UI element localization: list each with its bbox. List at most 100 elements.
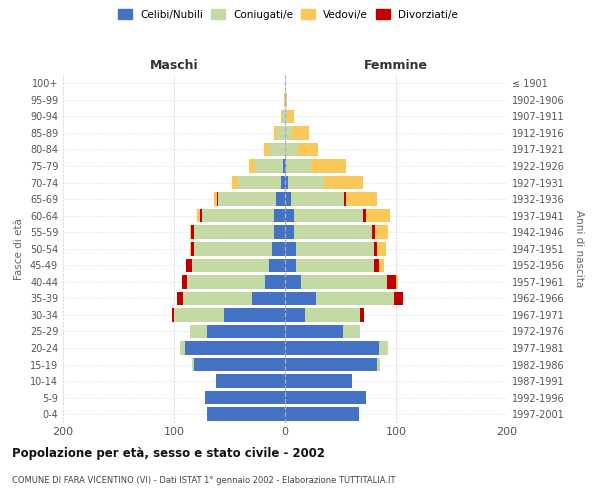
Bar: [361, 308, 364, 322]
Bar: [285, 308, 305, 322]
Bar: [277, 126, 285, 140]
Bar: [274, 126, 277, 140]
Bar: [194, 226, 274, 239]
Bar: [205, 391, 285, 404]
Bar: [250, 159, 255, 173]
Bar: [296, 258, 374, 272]
Bar: [285, 209, 294, 222]
Text: COMUNE DI FARA VICENTINO (VI) - Dati ISTAT 1° gennaio 2002 - Elaborazione TUTTIT: COMUNE DI FARA VICENTINO (VI) - Dati IST…: [12, 476, 395, 485]
Bar: [274, 226, 285, 239]
Bar: [285, 374, 352, 388]
Bar: [285, 226, 294, 239]
Bar: [283, 159, 285, 173]
Bar: [187, 275, 265, 288]
Bar: [284, 93, 285, 106]
Bar: [265, 275, 285, 288]
Bar: [394, 292, 403, 305]
Bar: [363, 209, 366, 222]
Bar: [296, 242, 374, 256]
Bar: [324, 176, 363, 190]
Bar: [379, 258, 384, 272]
Bar: [285, 242, 296, 256]
Bar: [276, 192, 285, 206]
Bar: [285, 324, 343, 338]
Bar: [371, 226, 375, 239]
Bar: [174, 308, 224, 322]
Bar: [186, 258, 192, 272]
Bar: [285, 159, 286, 173]
Bar: [287, 110, 294, 123]
Bar: [285, 391, 366, 404]
Bar: [214, 192, 217, 206]
Bar: [238, 176, 281, 190]
Text: Femmine: Femmine: [364, 58, 428, 71]
Bar: [218, 192, 276, 206]
Bar: [366, 209, 391, 222]
Bar: [305, 308, 361, 322]
Bar: [281, 110, 285, 123]
Bar: [343, 324, 361, 338]
Bar: [344, 192, 346, 206]
Bar: [192, 358, 194, 372]
Bar: [301, 275, 387, 288]
Bar: [281, 176, 285, 190]
Bar: [292, 126, 310, 140]
Bar: [286, 159, 311, 173]
Bar: [224, 308, 285, 322]
Bar: [194, 358, 285, 372]
Bar: [182, 275, 187, 288]
Bar: [264, 142, 269, 156]
Bar: [272, 242, 285, 256]
Bar: [269, 142, 285, 156]
Bar: [285, 358, 377, 372]
Bar: [183, 292, 252, 305]
Bar: [274, 209, 285, 222]
Bar: [178, 292, 183, 305]
Bar: [379, 342, 388, 355]
Bar: [192, 258, 269, 272]
Bar: [377, 358, 380, 372]
Bar: [285, 110, 287, 123]
Bar: [387, 275, 396, 288]
Bar: [197, 209, 200, 222]
Bar: [298, 142, 319, 156]
Bar: [208, 408, 285, 421]
Bar: [190, 226, 191, 239]
Bar: [252, 292, 285, 305]
Bar: [191, 226, 194, 239]
Bar: [289, 176, 324, 190]
Bar: [172, 308, 174, 322]
Bar: [208, 324, 285, 338]
Bar: [191, 242, 194, 256]
Y-axis label: Anni di nascita: Anni di nascita: [574, 210, 584, 288]
Bar: [232, 176, 238, 190]
Bar: [255, 159, 283, 173]
Bar: [375, 226, 388, 239]
Bar: [216, 374, 285, 388]
Bar: [290, 192, 344, 206]
Bar: [294, 209, 363, 222]
Bar: [202, 209, 274, 222]
Text: Popolazione per età, sesso e stato civile - 2002: Popolazione per età, sesso e stato civil…: [12, 448, 325, 460]
Bar: [285, 192, 290, 206]
Bar: [285, 142, 298, 156]
Bar: [285, 258, 296, 272]
Bar: [294, 226, 371, 239]
Legend: Celibi/Nubili, Coniugati/e, Vedovi/e, Divorziati/e: Celibi/Nubili, Coniugati/e, Vedovi/e, Di…: [114, 5, 462, 24]
Bar: [377, 242, 386, 256]
Bar: [285, 275, 301, 288]
Bar: [194, 242, 272, 256]
Text: Maschi: Maschi: [149, 58, 199, 71]
Bar: [374, 258, 379, 272]
Bar: [190, 242, 191, 256]
Bar: [396, 275, 398, 288]
Bar: [374, 242, 377, 256]
Bar: [285, 93, 287, 106]
Bar: [285, 408, 359, 421]
Bar: [190, 324, 208, 338]
Bar: [217, 192, 218, 206]
Bar: [316, 292, 394, 305]
Bar: [200, 209, 202, 222]
Bar: [285, 176, 289, 190]
Bar: [185, 342, 285, 355]
